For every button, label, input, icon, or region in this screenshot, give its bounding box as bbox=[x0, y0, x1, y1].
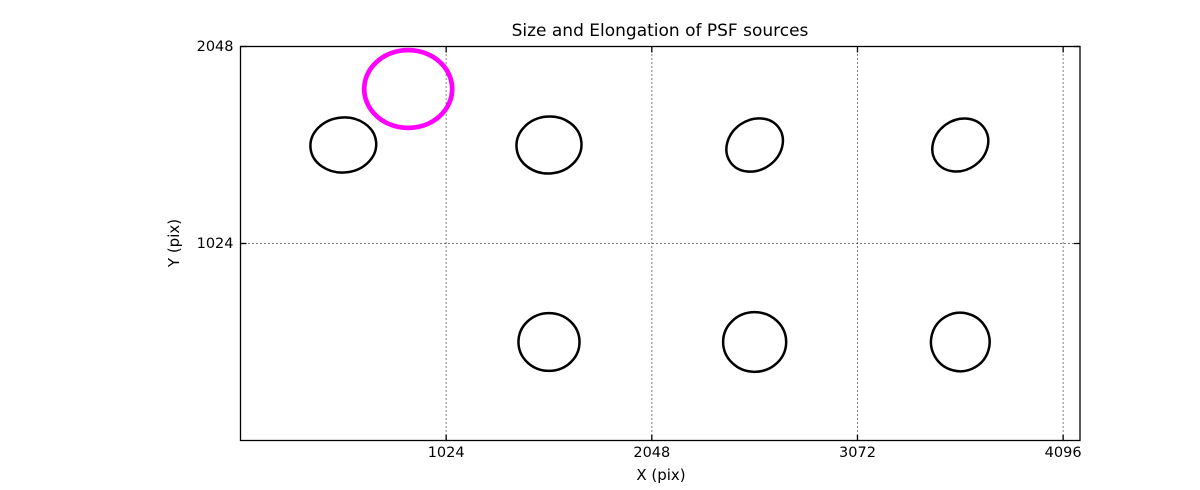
y-axis-label: Y (pix) bbox=[165, 218, 183, 268]
psf-sources-ellipse-1 bbox=[515, 115, 583, 175]
x-tick-label-2048: 2048 bbox=[633, 445, 671, 461]
psf-sources-ellipse-2 bbox=[725, 117, 785, 173]
x-tick-label-4096: 4096 bbox=[1044, 445, 1082, 461]
y-tick-label-1024: 1024 bbox=[196, 235, 234, 252]
psf-sources-ellipse-4 bbox=[517, 311, 581, 373]
psf-sources-ellipse-6 bbox=[929, 311, 991, 373]
psf-sources-ellipse-3 bbox=[931, 117, 990, 173]
x-tick-label-1024: 1024 bbox=[427, 445, 465, 461]
y-tick-label-2048: 2048 bbox=[196, 38, 234, 55]
psf-sources-ellipse-0 bbox=[309, 116, 378, 174]
psf-sources-ellipse-5 bbox=[721, 310, 788, 374]
plot-title: Size and Elongation of PSF sources bbox=[511, 21, 809, 41]
highlighted-source-ellipse-0 bbox=[361, 47, 455, 131]
x-axis-label: X (pix) bbox=[636, 466, 686, 484]
x-tick-label-3072: 3072 bbox=[839, 445, 876, 461]
